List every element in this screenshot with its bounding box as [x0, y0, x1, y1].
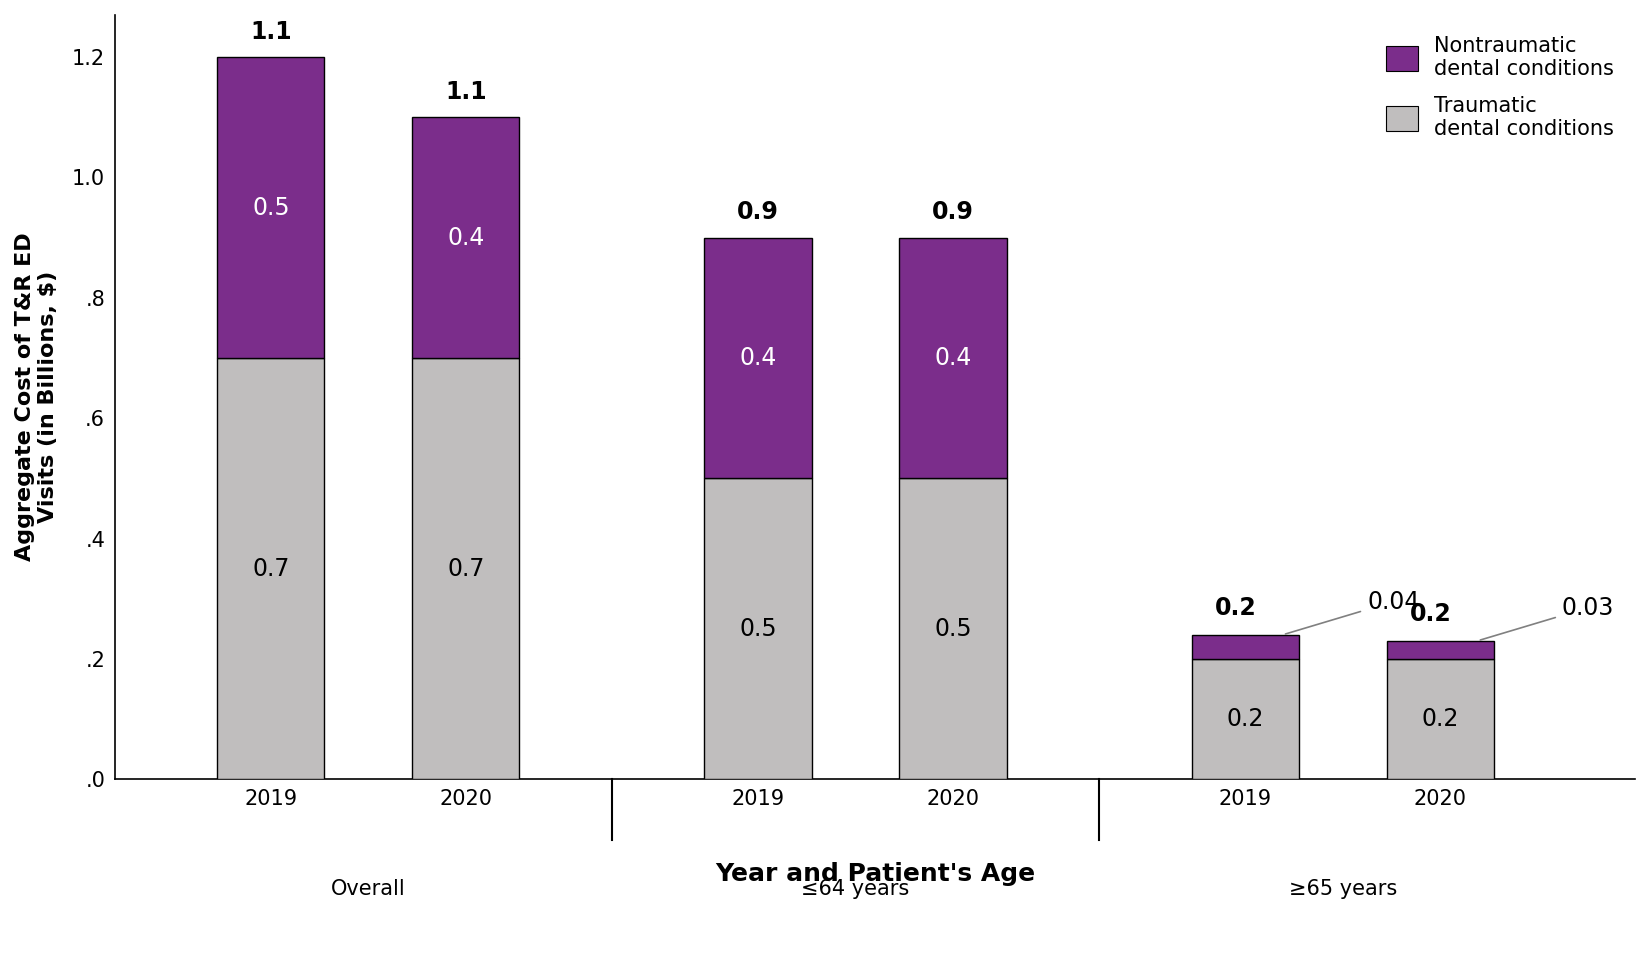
- Bar: [412, 358, 520, 779]
- Bar: [705, 478, 812, 779]
- Bar: [705, 238, 812, 478]
- Bar: [899, 478, 1006, 779]
- Text: 0.5: 0.5: [252, 195, 290, 219]
- Text: 1.1: 1.1: [251, 20, 292, 44]
- Text: 0.2: 0.2: [1226, 707, 1264, 731]
- Bar: [1191, 659, 1299, 779]
- Text: 0.4: 0.4: [739, 346, 777, 370]
- Text: 0.9: 0.9: [932, 200, 973, 224]
- Text: ≥65 years: ≥65 years: [1289, 878, 1398, 899]
- Bar: [899, 238, 1006, 478]
- Text: 0.7: 0.7: [252, 557, 289, 581]
- Text: ≤64 years: ≤64 years: [802, 878, 909, 899]
- Text: Overall: Overall: [332, 878, 406, 899]
- Text: 0.5: 0.5: [934, 617, 972, 641]
- Bar: [1386, 659, 1493, 779]
- Text: 0.2: 0.2: [1409, 602, 1452, 626]
- Text: 0.2: 0.2: [1421, 707, 1459, 731]
- Text: 0.04: 0.04: [1368, 590, 1419, 614]
- Text: 0.2: 0.2: [1214, 596, 1256, 620]
- Bar: [218, 57, 325, 358]
- Bar: [218, 358, 325, 779]
- Text: 0.7: 0.7: [447, 557, 485, 581]
- Legend: Nontraumatic
dental conditions, Traumatic
dental conditions: Nontraumatic dental conditions, Traumati…: [1376, 26, 1625, 149]
- Bar: [1386, 641, 1493, 659]
- Text: 0.03: 0.03: [1563, 596, 1614, 620]
- Text: 0.5: 0.5: [739, 617, 777, 641]
- Bar: [412, 117, 520, 358]
- Bar: [1191, 635, 1299, 659]
- Text: 0.4: 0.4: [934, 346, 972, 370]
- X-axis label: Year and Patient's Age: Year and Patient's Age: [714, 861, 1035, 886]
- Text: 0.4: 0.4: [447, 226, 485, 250]
- Y-axis label: Aggregate Cost of T&R ED
Visits (in Billions, $): Aggregate Cost of T&R ED Visits (in Bill…: [15, 233, 58, 561]
- Text: 0.9: 0.9: [738, 200, 779, 224]
- Text: 1.1: 1.1: [446, 80, 487, 104]
